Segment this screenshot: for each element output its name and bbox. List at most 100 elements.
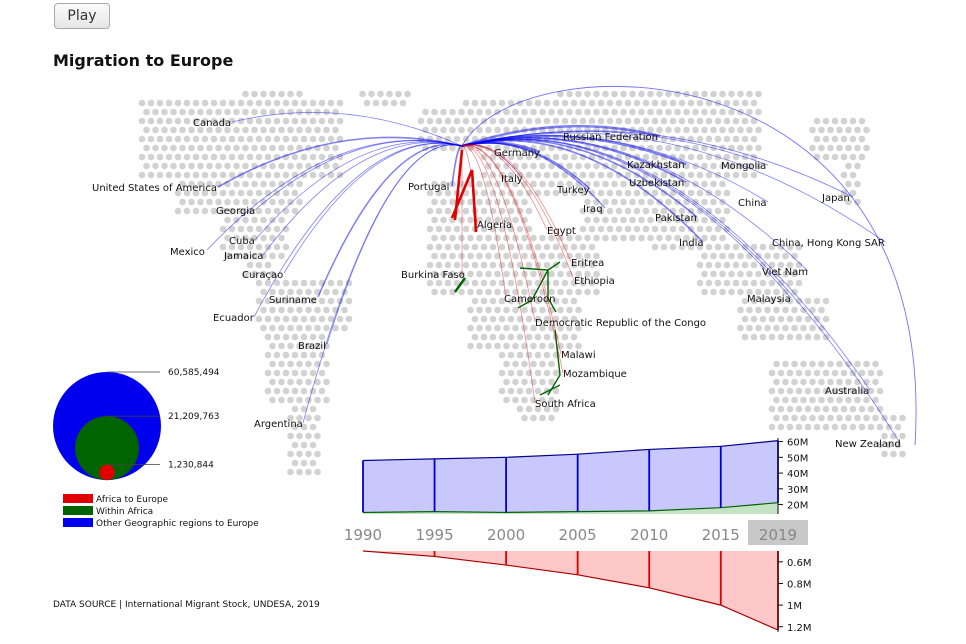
- flow-line: [461, 145, 536, 323]
- year-2000[interactable]: 2000: [487, 526, 525, 544]
- year-2010[interactable]: 2010: [630, 526, 668, 544]
- map-dot: [431, 180, 438, 188]
- year-1995[interactable]: 1995: [415, 526, 453, 544]
- map-dot: [224, 162, 231, 170]
- flow-line: [461, 145, 507, 299]
- map-dot: [795, 279, 803, 287]
- map-dot: [566, 324, 573, 332]
- map-dot: [624, 171, 632, 179]
- year-2005[interactable]: 2005: [559, 526, 597, 544]
- map-dot: [327, 171, 335, 179]
- map-dot: [476, 270, 483, 278]
- flow-line: [461, 138, 901, 444]
- map-dot: [845, 414, 852, 422]
- map-dot: [620, 90, 627, 98]
- map-dot: [237, 153, 245, 161]
- map-dot: [323, 360, 330, 368]
- map-dot: [566, 108, 573, 116]
- map-dot: [647, 108, 654, 116]
- map-dot: [786, 297, 794, 305]
- map-dot: [300, 405, 308, 413]
- map-dot: [192, 99, 200, 107]
- map-dot: [228, 135, 236, 143]
- flow-line: [461, 145, 564, 374]
- map-dot: [611, 234, 618, 242]
- map-dot: [300, 351, 308, 359]
- map-dot: [435, 279, 443, 287]
- map-dot: [696, 225, 704, 233]
- map-dot: [579, 117, 587, 125]
- map-dot: [498, 225, 506, 233]
- map-dot: [291, 279, 299, 287]
- map-dot: [561, 171, 569, 179]
- map-dot: [314, 126, 321, 134]
- map-dot: [300, 117, 308, 125]
- map-dot: [471, 333, 479, 341]
- map-dot: [759, 261, 767, 269]
- map-dot: [759, 243, 767, 251]
- map-dot: [849, 153, 857, 161]
- map-dot: [813, 405, 821, 413]
- map-dot: [858, 369, 866, 377]
- map-dot: [764, 324, 771, 332]
- map-dot: [656, 180, 663, 188]
- map-dot: [899, 432, 906, 440]
- year-2015[interactable]: 2015: [702, 526, 740, 544]
- map-dot: [521, 378, 528, 386]
- map-dot: [809, 360, 816, 368]
- map-dot: [849, 189, 857, 197]
- map-dot: [683, 108, 690, 116]
- map-dot: [476, 216, 483, 224]
- map-dot: [629, 90, 636, 98]
- map-dot: [777, 315, 785, 323]
- map-dot: [318, 171, 326, 179]
- map-dot: [647, 216, 654, 224]
- map-dot: [786, 315, 794, 323]
- map-dot: [624, 117, 632, 125]
- map-dot: [525, 225, 533, 233]
- map-dot: [683, 126, 690, 134]
- map-dot: [687, 99, 695, 107]
- map-dot: [543, 243, 551, 251]
- map-dot: [566, 342, 573, 350]
- map-dot: [696, 153, 704, 161]
- map-dot: [161, 162, 168, 170]
- year-2019[interactable]: 2019: [759, 526, 797, 544]
- map-dot: [570, 297, 578, 305]
- map-dot: [705, 117, 713, 125]
- map-dot: [701, 108, 708, 116]
- map-dot: [458, 126, 465, 134]
- map-dot: [804, 333, 812, 341]
- area-chart-africa: 0.6M 0.8M 1M 1.2M: [362, 550, 812, 634]
- map-dot: [251, 144, 258, 152]
- map-dot: [314, 432, 321, 440]
- map-dot: [512, 108, 519, 116]
- map-dot: [687, 243, 695, 251]
- map-dot: [719, 270, 726, 278]
- map-dot: [219, 171, 227, 179]
- flow-line: [539, 384, 561, 396]
- map-dot: [273, 243, 281, 251]
- map-dot: [233, 108, 240, 116]
- map-dot: [165, 171, 173, 179]
- map-dot: [561, 261, 569, 269]
- map-dot: [314, 342, 321, 350]
- country-label-south-africa: South Africa: [535, 399, 596, 410]
- map-dot: [323, 108, 330, 116]
- map-dot: [494, 198, 501, 206]
- map-dot: [638, 108, 645, 116]
- year-1990[interactable]: 1990: [344, 526, 382, 544]
- map-dot: [242, 234, 249, 242]
- map-dot: [539, 360, 546, 368]
- map-dot: [305, 324, 312, 332]
- map-dot: [701, 162, 708, 170]
- map-dot: [570, 243, 578, 251]
- map-dot: [741, 333, 749, 341]
- map-dot: [566, 288, 573, 296]
- map-dot: [710, 180, 717, 188]
- play-button[interactable]: Play: [54, 3, 110, 29]
- map-dot: [467, 216, 474, 224]
- map-dot: [539, 144, 546, 152]
- map-dot: [224, 234, 231, 242]
